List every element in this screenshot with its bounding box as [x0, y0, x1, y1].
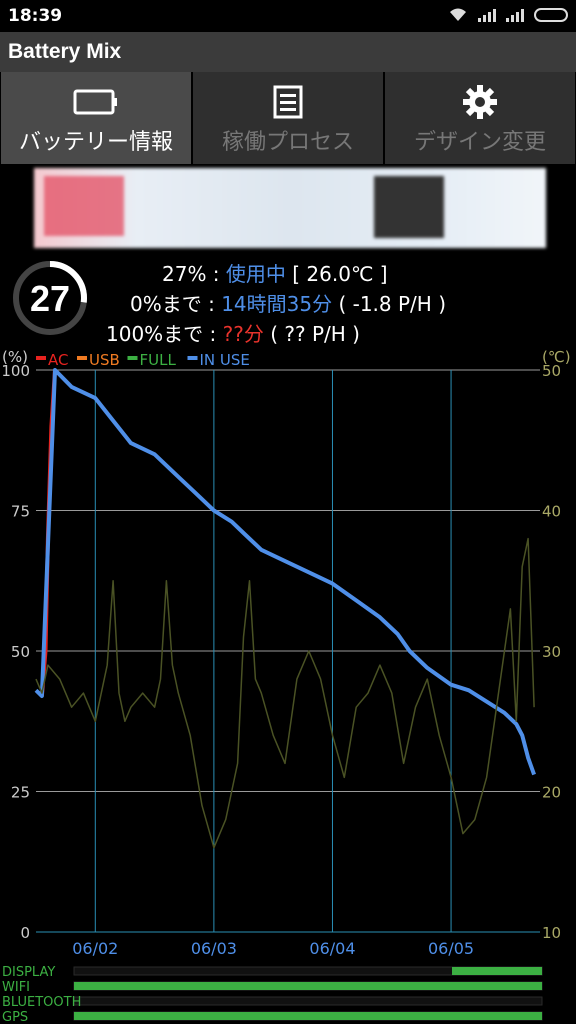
tab-label: デザイン変更	[413, 130, 546, 155]
usage-label: GPS	[2, 1010, 28, 1024]
time-to-full: ??分	[222, 322, 264, 346]
battery-status-icon	[534, 8, 568, 22]
legend-entry: USB	[89, 351, 120, 369]
ad-logo	[44, 176, 124, 236]
legend-swatch	[77, 356, 87, 360]
battery-temp: [ 26.0℃ ]	[285, 262, 388, 286]
wifi-icon	[450, 8, 466, 21]
usage-bar-gps	[74, 1012, 542, 1020]
status-icons	[448, 7, 568, 23]
time-to-empty-line: 0%まで : 14時間35分 ( -1.8 P/H )	[130, 288, 446, 317]
time-to-full-label: 100%まで	[106, 322, 204, 346]
app-bar: Battery Mix	[0, 32, 576, 72]
legend-entry: AC	[48, 351, 68, 369]
time-to-empty-label: 0%まで	[130, 292, 202, 316]
signal-icon-2	[506, 8, 524, 22]
y-tick-label: 50	[11, 643, 30, 661]
time-to-full-line: 100%まで : ??分 ( ?? P/H )	[106, 318, 360, 347]
usage-track	[73, 996, 543, 1006]
x-tick-label: 06/03	[191, 939, 237, 958]
y-tick-label: 0	[20, 924, 30, 942]
list-icon	[273, 80, 303, 124]
usage-bar-display	[452, 967, 542, 975]
charge-rate: ( ?? P/H )	[263, 322, 360, 346]
x-tick-label: 06/05	[428, 939, 474, 958]
x-tick-label: 06/02	[72, 939, 118, 958]
y2-tick-label: 10	[542, 924, 561, 942]
tab-label: 稼働プロセス	[221, 130, 354, 155]
x-tick-label: 06/04	[309, 939, 355, 958]
separator: :	[206, 262, 226, 286]
right-axis-unit: (℃)	[542, 348, 571, 366]
status-time: 18:39	[8, 6, 63, 26]
usage-label: DISPLAY	[2, 965, 55, 980]
y2-tick-label: 30	[542, 643, 561, 661]
separator: :	[203, 322, 223, 346]
battery-gauge: 27	[13, 261, 87, 335]
signal-icon	[478, 8, 496, 22]
tab-bar: バッテリー情報 稼働プロセス デザイン変更	[0, 72, 576, 164]
tab-label: バッテリー情報	[18, 130, 173, 155]
legend-entry: FULL	[140, 351, 177, 369]
ad-banner[interactable]	[34, 168, 546, 248]
y-tick-label: 100	[1, 362, 30, 380]
app-title: Battery Mix	[8, 40, 122, 63]
gauge-value: 27	[30, 278, 70, 319]
battery-icon	[73, 80, 119, 124]
series-line-in-use	[34, 368, 536, 776]
y-tick-label: 25	[11, 784, 30, 802]
y-tick-label: 75	[11, 503, 30, 521]
gear-icon	[462, 80, 498, 124]
series-line-temperature	[35, 537, 535, 849]
usage-label: WIFI	[2, 980, 30, 995]
tab-processes[interactable]: 稼働プロセス	[193, 72, 383, 164]
y2-tick-label: 40	[542, 503, 561, 521]
y2-tick-label: 20	[542, 784, 561, 802]
usage-bar-wifi	[74, 982, 542, 990]
left-axis-unit: (%)	[2, 348, 28, 366]
separator: :	[201, 292, 222, 316]
time-to-empty: 14時間35分	[221, 292, 333, 316]
battery-percent: 27%	[162, 262, 207, 286]
tab-design[interactable]: デザイン変更	[385, 72, 575, 164]
legend-swatch	[187, 356, 198, 360]
legend-entry: IN USE	[200, 351, 250, 369]
tab-battery-info[interactable]: バッテリー情報	[1, 72, 191, 164]
status-bar: 18:39	[0, 0, 576, 32]
discharge-rate: ( -1.8 P/H )	[332, 292, 446, 316]
usage-label: BLUETOOTH	[2, 995, 81, 1010]
legend-swatch	[36, 356, 46, 360]
y2-tick-label: 50	[542, 362, 561, 380]
usage-status: 使用中	[225, 262, 286, 286]
battery-status-line: 27% : 使用中 [ 26.0℃ ]	[162, 258, 388, 287]
battery-history-chart: 0 25 50 75 100 10 20 30 40 50 06/02 06/03 06/04 06/05…	[1, 348, 571, 958]
legend-swatch	[127, 356, 138, 360]
ad-product-image	[374, 176, 444, 238]
